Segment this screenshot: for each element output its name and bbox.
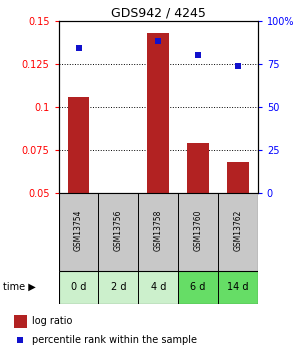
Text: 0 d: 0 d (71, 282, 86, 292)
Bar (138, 193, 178, 271)
Text: time ▶: time ▶ (3, 282, 36, 292)
Title: GDS942 / 4245: GDS942 / 4245 (111, 7, 206, 20)
Text: 2 d: 2 d (111, 282, 126, 292)
Bar (147, 33, 169, 193)
Bar (227, 162, 249, 193)
Bar (98, 271, 138, 304)
Bar (14, 315, 27, 328)
Bar (138, 271, 178, 304)
Bar (218, 271, 258, 304)
Text: log ratio: log ratio (32, 316, 72, 326)
Text: GSM13762: GSM13762 (234, 210, 242, 251)
Text: 4 d: 4 d (151, 282, 166, 292)
Bar (178, 271, 218, 304)
Bar (59, 193, 98, 271)
Text: GSM13756: GSM13756 (114, 210, 123, 251)
Bar (68, 97, 89, 193)
Text: GSM13760: GSM13760 (194, 210, 202, 251)
Bar (98, 193, 138, 271)
Text: 6 d: 6 d (190, 282, 206, 292)
Text: 14 d: 14 d (227, 282, 249, 292)
Text: percentile rank within the sample: percentile rank within the sample (32, 335, 197, 345)
Bar (187, 143, 209, 193)
Bar (218, 193, 258, 271)
Bar (178, 193, 218, 271)
Text: GSM13754: GSM13754 (74, 210, 83, 251)
Bar (59, 271, 98, 304)
Text: GSM13758: GSM13758 (154, 210, 163, 251)
